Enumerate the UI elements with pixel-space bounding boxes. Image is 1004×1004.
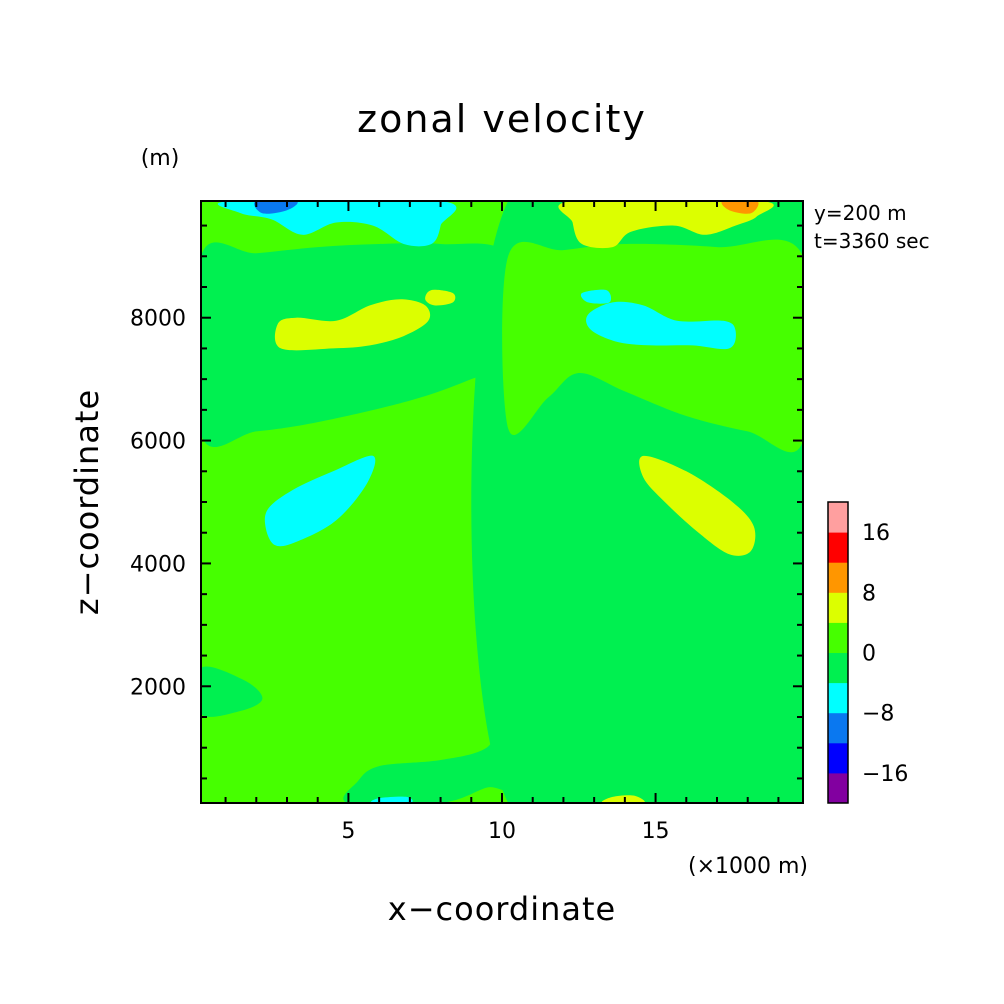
colorbar-swatch [828,682,848,714]
colorbar-swatch [828,622,848,653]
x-axis-title: x−coordinate [388,890,616,928]
y-unit-label: (m) [141,146,180,171]
colorbar-swatch [828,712,848,744]
colorbar-label: −8 [862,702,894,727]
axis-ticks [201,201,803,803]
colorbar-swatch [828,502,848,533]
y-tick-label: 4000 [130,552,186,577]
contour-region-bottom-left-cyan [371,796,413,803]
contour-regions [201,201,803,803]
colorbar: −16 −8 0 8 16 [827,501,908,804]
info-line-1: y=200 m [814,201,907,225]
colorbar-label: 16 [862,521,890,546]
contour-region-right-top-orange [721,201,759,214]
contour-region-right-mid-yellow [639,455,756,556]
contour-region-left-lower-band [201,666,263,717]
chart-title: zonal velocity [357,97,647,141]
contour-region-left-bottom-green [343,716,511,803]
x-tick-label: 15 [642,819,670,844]
colorbar-swatch [828,652,848,684]
tick-labels: 5 10 15 2000 4000 6000 8000 [130,307,670,844]
colorbar-swatch [828,772,848,804]
contour-region-left-upper-yellow-small [425,289,456,306]
contour-region-center-lower-green [477,433,511,493]
contour-region-left-mid-cyan [264,455,376,547]
contour-region-left-upper-yellow [274,299,431,351]
x-tick-label: 5 [341,819,355,844]
colorbar-swatch [828,592,848,623]
contour-region-right-upper-cyan [586,301,736,350]
contour-region-upper-right-mid-green [502,239,803,453]
colorbar-swatch [828,742,848,774]
contour-region-bottom-right-yellow [601,795,645,803]
colorbar-label: 8 [862,581,876,606]
y-tick-label: 2000 [130,675,186,700]
contour-region-right-upper-cyan-small [580,289,612,304]
y-tick-label: 6000 [130,430,186,455]
info-line-2: t=3360 sec [814,229,930,253]
y-axis-title: z−coordinate [68,389,106,615]
colorbar-frame [827,501,849,804]
x-tick-label: 10 [488,819,516,844]
x-unit-label: (×1000 m) [688,854,808,879]
contour-region-right-green [471,201,803,803]
colorbar-label: 0 [862,642,876,667]
contour-region-right-top-yellow [558,201,774,249]
colorbar-swatch [828,562,848,593]
y-tick-label: 8000 [130,307,186,332]
colorbar-swatch [828,532,848,563]
colorbar-label: −16 [862,762,908,787]
